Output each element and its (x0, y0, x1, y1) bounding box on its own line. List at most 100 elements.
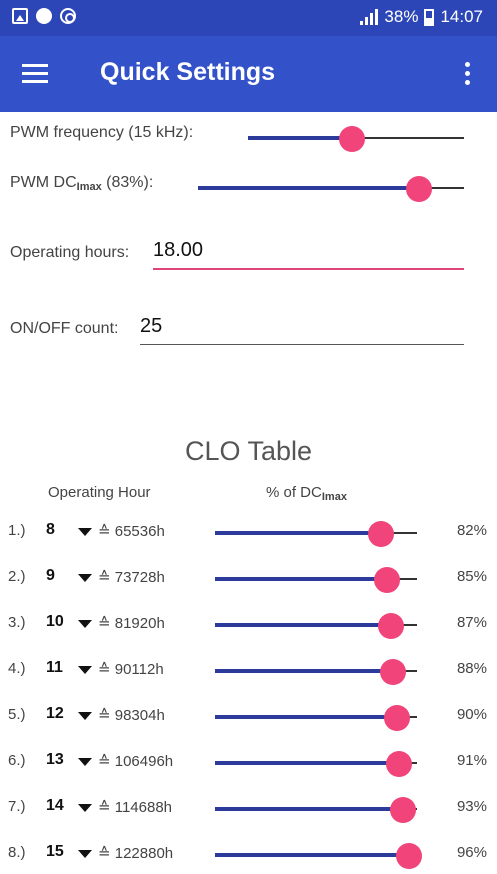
row-percent: 85% (456, 568, 487, 585)
row-value[interactable]: 13 (46, 751, 64, 768)
row-percent: 90% (456, 706, 487, 723)
row-hours: ≙ 81920h (98, 615, 165, 632)
slider-fill (215, 761, 399, 765)
row-hours: ≙ 106496h (98, 753, 174, 770)
operating-hours-field: Operating hours: 18.00 (10, 236, 464, 272)
table-row: 7.) 14 ≙ 114688h 93% (0, 786, 497, 832)
col-percent-dc: % of DCImax (266, 484, 347, 503)
operating-hours-input[interactable]: 18.00 (153, 239, 204, 261)
row-value[interactable]: 12 (46, 705, 64, 722)
row-index: 3.) (8, 614, 26, 631)
onoff-count-field: ON/OFF count: 25 (10, 312, 464, 348)
row-hours: ≙ 98304h (98, 707, 165, 724)
onoff-count-input[interactable]: 25 (140, 315, 163, 337)
dropdown-caret-icon[interactable] (78, 574, 92, 582)
row-index: 6.) (8, 752, 26, 769)
row-index: 4.) (8, 660, 26, 677)
slider-thumb[interactable] (374, 567, 400, 593)
operating-hours-underline (153, 268, 464, 270)
slider-thumb[interactable] (339, 126, 365, 152)
system-indicators: 38% 14:07 (360, 7, 483, 27)
row-value[interactable]: 14 (46, 797, 64, 814)
dropdown-caret-icon[interactable] (78, 712, 92, 720)
image-icon (12, 8, 28, 24)
row-hours: ≙ 65536h (98, 523, 165, 540)
table-row: 2.) 9 ≙ 73728h 85% (0, 556, 497, 602)
row-percent: 93% (456, 798, 487, 815)
table-row: 5.) 12 ≙ 98304h 90% (0, 694, 497, 740)
row-percent-slider[interactable] (215, 841, 422, 869)
row-index: 1.) (8, 522, 26, 539)
pwm-dc-label: PWM DCImax (83%): (10, 174, 154, 193)
onoff-count-underline (140, 344, 464, 345)
row-percent: 96% (456, 844, 487, 861)
pwm-frequency-label: PWM frequency (15 kHz): (10, 124, 194, 141)
row-hours: ≙ 122880h (98, 845, 174, 862)
dropdown-caret-icon[interactable] (78, 758, 92, 766)
slider-fill (215, 623, 391, 627)
row-percent: 87% (456, 614, 487, 631)
table-row: 4.) 11 ≙ 90112h 88% (0, 648, 497, 694)
slider-thumb[interactable] (378, 613, 404, 639)
row-value[interactable]: 11 (46, 659, 63, 676)
slider-thumb[interactable] (396, 843, 422, 869)
operating-hours-label: Operating hours: (10, 244, 130, 261)
row-value[interactable]: 10 (46, 613, 64, 630)
row-percent-slider[interactable] (215, 749, 417, 777)
row-percent-slider[interactable] (215, 565, 417, 593)
dropdown-caret-icon[interactable] (78, 528, 92, 536)
table-row: 6.) 13 ≙ 106496h 91% (0, 740, 497, 786)
slider-fill (248, 136, 352, 140)
row-percent-slider[interactable] (215, 703, 417, 731)
table-row: 3.) 10 ≙ 81920h 87% (0, 602, 497, 648)
row-percent: 82% (456, 522, 487, 539)
row-hours: ≙ 73728h (98, 569, 165, 586)
dropdown-caret-icon[interactable] (78, 804, 92, 812)
dropdown-caret-icon[interactable] (78, 666, 92, 674)
row-percent-slider[interactable] (215, 657, 417, 685)
slider-fill (215, 807, 403, 811)
pwm-dc-slider[interactable] (198, 174, 464, 202)
row-value[interactable]: 8 (46, 521, 55, 538)
overflow-menu-icon[interactable] (465, 62, 471, 86)
row-index: 2.) (8, 568, 26, 585)
slider-fill (215, 715, 397, 719)
row-hours: ≙ 114688h (98, 799, 173, 816)
row-hours: ≙ 90112h (98, 661, 164, 678)
hamburger-menu-icon[interactable] (22, 64, 48, 84)
row-index: 5.) (8, 706, 26, 723)
slider-fill (215, 853, 409, 857)
row-percent-slider[interactable] (215, 519, 417, 547)
slider-thumb[interactable] (406, 176, 432, 202)
slider-fill (198, 186, 419, 190)
slider-thumb[interactable] (380, 659, 406, 685)
dropdown-caret-icon[interactable] (78, 620, 92, 628)
pwm-frequency-slider[interactable] (248, 124, 464, 152)
battery-percent: 38% (384, 7, 419, 26)
row-percent: 88% (456, 660, 487, 677)
clo-table-title: CLO Table (184, 436, 313, 466)
sync-icon (60, 8, 76, 24)
slider-thumb[interactable] (386, 751, 412, 777)
col-operating-hour: Operating Hour (48, 484, 151, 501)
row-value[interactable]: 9 (46, 567, 55, 584)
table-row: 1.) 8 ≙ 65536h 82% (0, 510, 497, 556)
row-index: 8.) (8, 844, 26, 861)
notification-icons (12, 8, 76, 24)
row-percent-slider[interactable] (215, 611, 417, 639)
battery-icon (424, 8, 435, 26)
slider-fill (215, 669, 393, 673)
slider-fill (215, 577, 387, 581)
compass-icon (36, 8, 52, 24)
slider-thumb[interactable] (390, 797, 416, 823)
status-bar: 38% 14:07 (0, 0, 497, 36)
page-title: Quick Settings (100, 58, 276, 86)
row-value[interactable]: 15 (46, 843, 64, 860)
row-percent-slider[interactable] (215, 795, 417, 823)
table-row: 8.) 15 ≙ 122880h 96% (0, 832, 497, 874)
slider-thumb[interactable] (368, 521, 394, 547)
signal-icon (360, 9, 379, 25)
slider-thumb[interactable] (384, 705, 410, 731)
dropdown-caret-icon[interactable] (78, 850, 92, 858)
clock: 14:07 (440, 7, 483, 26)
